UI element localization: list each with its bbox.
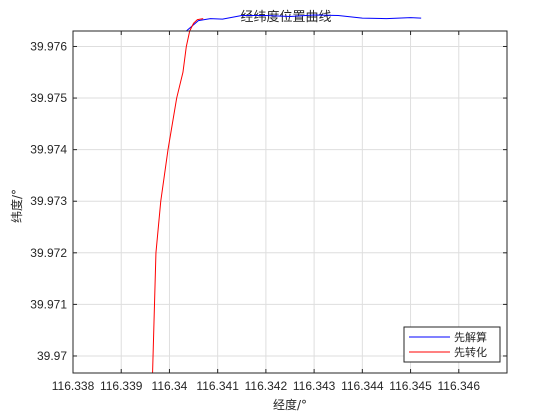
y-tick-label: 39.973 xyxy=(30,194,67,208)
x-axis-label: 经度/° xyxy=(273,397,307,412)
legend-entry-label: 先转化 xyxy=(454,345,487,359)
x-tick-label: 116.343 xyxy=(293,379,336,393)
axes-box xyxy=(72,30,508,374)
y-tick-label: 39.972 xyxy=(30,246,67,260)
y-axis-label: 纬度/° xyxy=(9,189,24,223)
legend-entry-label: 先解算 xyxy=(454,330,487,344)
series-line-0 xyxy=(185,14,422,32)
y-tick-label: 39.971 xyxy=(30,297,67,311)
series-line-1 xyxy=(152,18,204,374)
series-layer xyxy=(152,14,422,374)
x-tick-label: 116.342 xyxy=(245,379,288,393)
y-tick-label: 39.975 xyxy=(30,91,67,105)
x-tick-label: 116.344 xyxy=(341,379,384,393)
x-tick-label: 116.339 xyxy=(100,379,143,393)
x-tick-label: 116.345 xyxy=(389,379,432,393)
y-tick-label: 39.974 xyxy=(30,143,67,157)
y-tick-label: 39.97 xyxy=(37,349,67,363)
chart-title: 经纬度位置曲线 xyxy=(240,9,331,25)
tick-labels: 116.338 116.339 116.34 116.341 116.342 116.34… xyxy=(30,39,480,393)
x-tick-label: 116.338 xyxy=(52,379,95,393)
axes xyxy=(72,30,508,374)
x-tick-label: 116.34 xyxy=(152,379,188,393)
x-tick-label: 116.346 xyxy=(438,379,481,393)
plot-area xyxy=(73,31,507,373)
y-tick-label: 39.976 xyxy=(30,39,67,53)
x-tick-label: 116.341 xyxy=(196,379,239,393)
grid xyxy=(72,31,507,373)
legend-box xyxy=(403,326,501,363)
